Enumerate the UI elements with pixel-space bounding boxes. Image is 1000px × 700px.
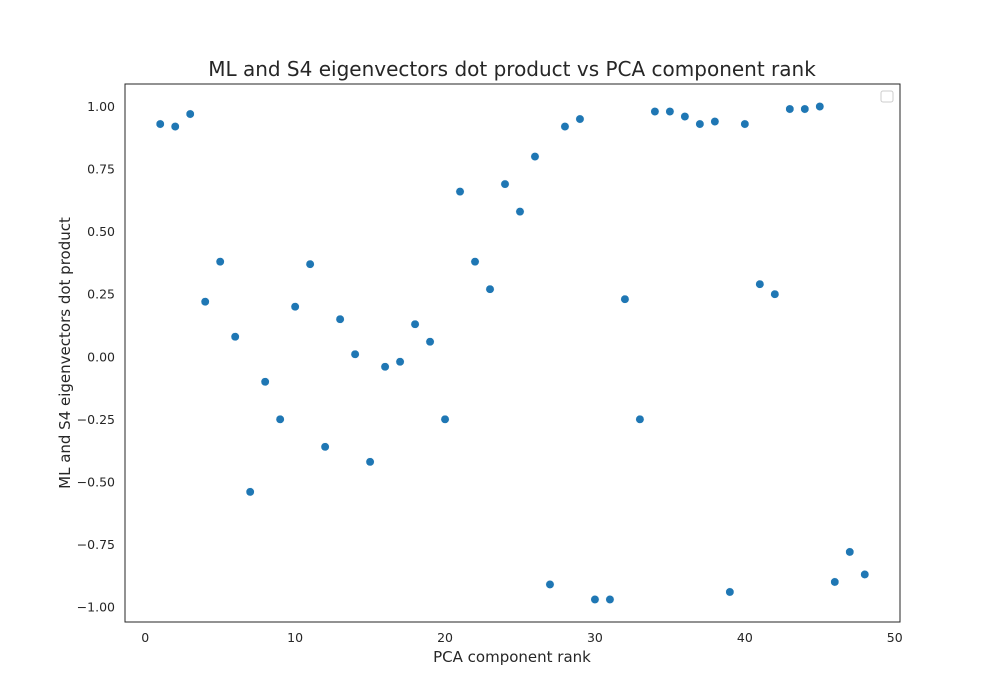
data-point bbox=[545, 580, 555, 589]
chart-title: ML and S4 eigenvectors dot product vs PC… bbox=[208, 57, 816, 81]
data-point bbox=[530, 152, 540, 162]
data-point bbox=[185, 109, 195, 119]
data-point bbox=[455, 187, 465, 197]
data-point bbox=[815, 102, 825, 111]
data-point bbox=[590, 595, 600, 604]
x-tick-label: 50 bbox=[887, 630, 903, 645]
x-tick-label: 30 bbox=[587, 630, 603, 645]
data-point bbox=[200, 297, 210, 307]
data-point bbox=[170, 122, 180, 131]
y-tick-label: −0.75 bbox=[77, 537, 115, 552]
data-point bbox=[605, 595, 615, 604]
data-point bbox=[395, 357, 405, 367]
data-point bbox=[215, 257, 225, 267]
y-tick-label: 1.00 bbox=[87, 99, 115, 114]
data-point bbox=[620, 294, 630, 304]
legend-box bbox=[880, 90, 894, 103]
x-tick-label: 0 bbox=[141, 630, 149, 645]
data-point bbox=[785, 104, 795, 114]
data-point bbox=[845, 547, 855, 557]
data-point bbox=[725, 587, 735, 597]
data-point bbox=[470, 257, 480, 267]
data-point bbox=[740, 119, 750, 129]
data-point bbox=[500, 179, 510, 189]
y-tick-label: −0.50 bbox=[77, 474, 115, 489]
data-points bbox=[155, 102, 870, 604]
data-point bbox=[560, 122, 570, 131]
data-point bbox=[755, 279, 765, 289]
y-tick-label: 0.75 bbox=[87, 162, 115, 177]
x-tick-label: 20 bbox=[437, 630, 453, 645]
y-axis-label: ML and S4 eigenvectors dot product bbox=[56, 217, 74, 489]
data-point bbox=[485, 284, 495, 294]
data-point bbox=[155, 119, 165, 129]
data-point bbox=[665, 107, 675, 116]
data-point bbox=[245, 487, 255, 497]
data-point bbox=[335, 314, 345, 324]
data-point bbox=[650, 107, 660, 116]
x-axis-label: PCA component rank bbox=[433, 648, 591, 666]
data-point bbox=[260, 377, 270, 387]
data-point bbox=[350, 349, 360, 359]
data-point bbox=[380, 362, 390, 372]
x-tick-label: 10 bbox=[287, 630, 303, 645]
data-point bbox=[680, 112, 690, 121]
y-tick-label: −0.25 bbox=[77, 412, 115, 427]
data-point bbox=[425, 337, 435, 347]
data-point bbox=[365, 457, 375, 467]
data-point bbox=[515, 207, 525, 217]
y-tick-label: −1.00 bbox=[77, 599, 115, 614]
y-axis: −1.00 −0.75 −0.50 −0.25 0.00 0.25 0.50 0.75 1.00 bbox=[77, 99, 115, 614]
data-point bbox=[800, 104, 810, 114]
data-point bbox=[440, 414, 450, 424]
y-tick-label: 0.00 bbox=[87, 349, 115, 364]
plot-frame bbox=[124, 83, 901, 623]
data-point bbox=[695, 119, 705, 129]
x-tick-label: 40 bbox=[737, 630, 753, 645]
data-point bbox=[320, 442, 330, 452]
data-point bbox=[305, 259, 315, 269]
data-point bbox=[575, 114, 585, 124]
data-point bbox=[710, 117, 720, 126]
y-tick-label: 0.50 bbox=[87, 224, 115, 239]
data-point bbox=[230, 332, 240, 342]
data-point bbox=[860, 570, 870, 579]
plot-area bbox=[124, 83, 901, 623]
data-point bbox=[830, 577, 840, 587]
data-point bbox=[770, 289, 780, 299]
data-point bbox=[635, 414, 645, 424]
data-point bbox=[275, 414, 285, 424]
data-point bbox=[290, 302, 300, 312]
data-point bbox=[410, 319, 420, 329]
y-tick-label: 0.25 bbox=[87, 287, 115, 302]
x-axis: 0 10 20 30 40 50 bbox=[141, 630, 902, 645]
